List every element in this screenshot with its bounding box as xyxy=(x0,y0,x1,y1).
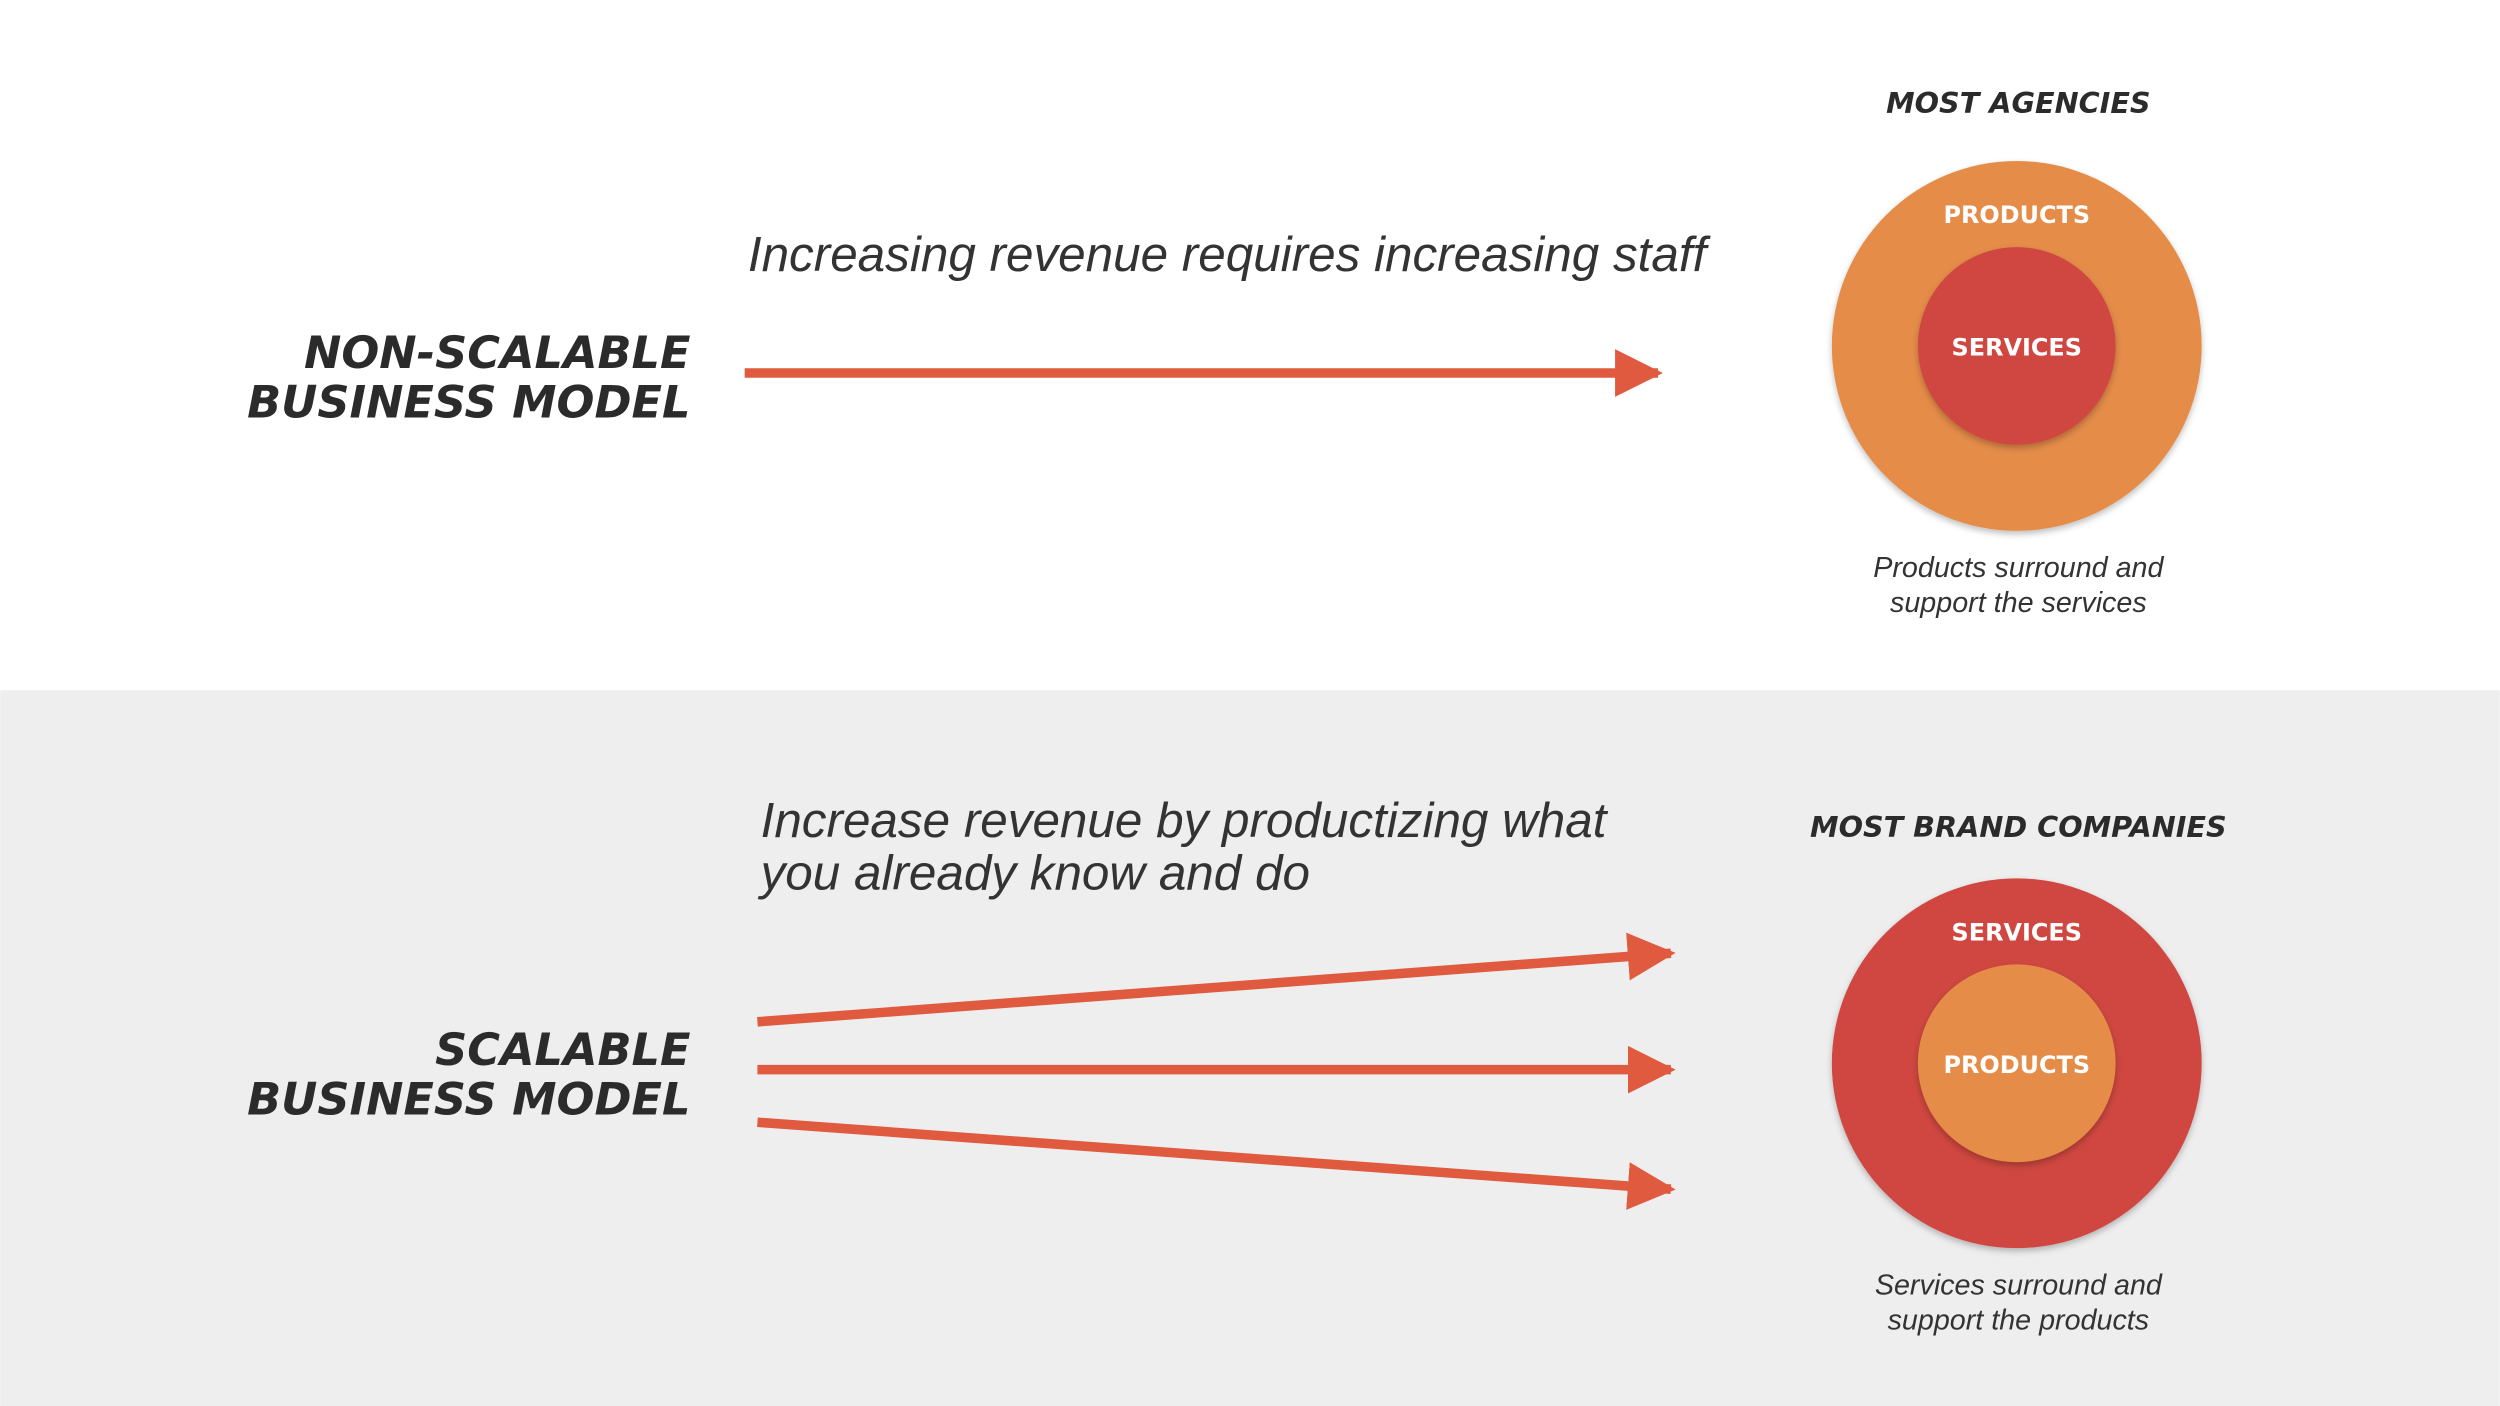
arrow xyxy=(757,932,1676,1027)
outer-label: PRODUCTS xyxy=(1943,201,2090,229)
inner-circle xyxy=(1917,247,2116,445)
outer-label: SERVICES xyxy=(1952,919,2082,947)
diagram-title: MOST BRAND COMPANIES xyxy=(1810,810,2227,844)
model-label: NON-SCALABLE xyxy=(304,327,690,379)
caption: Increase revenue by productizing what xyxy=(761,793,1609,848)
note: Products surround and xyxy=(1873,552,2164,584)
caption: Increasing revenue requires increasing s… xyxy=(748,227,1711,282)
caption: you already know and do xyxy=(758,846,1310,901)
inner-label: SERVICES xyxy=(1952,333,2082,361)
inner-label: PRODUCTS xyxy=(1943,1051,2090,1079)
arrow xyxy=(757,1117,1676,1210)
note: support the products xyxy=(1888,1304,2150,1336)
inner-circle xyxy=(1917,964,2116,1163)
note: support the services xyxy=(1890,587,2147,619)
model-label: SCALABLE xyxy=(435,1024,690,1076)
model-label: BUSINESS MODEL xyxy=(247,377,690,429)
model-label: BUSINESS MODEL xyxy=(247,1073,690,1125)
diagram-title: MOST AGENCIES xyxy=(1886,86,2151,120)
note: Services surround and xyxy=(1875,1269,2163,1301)
